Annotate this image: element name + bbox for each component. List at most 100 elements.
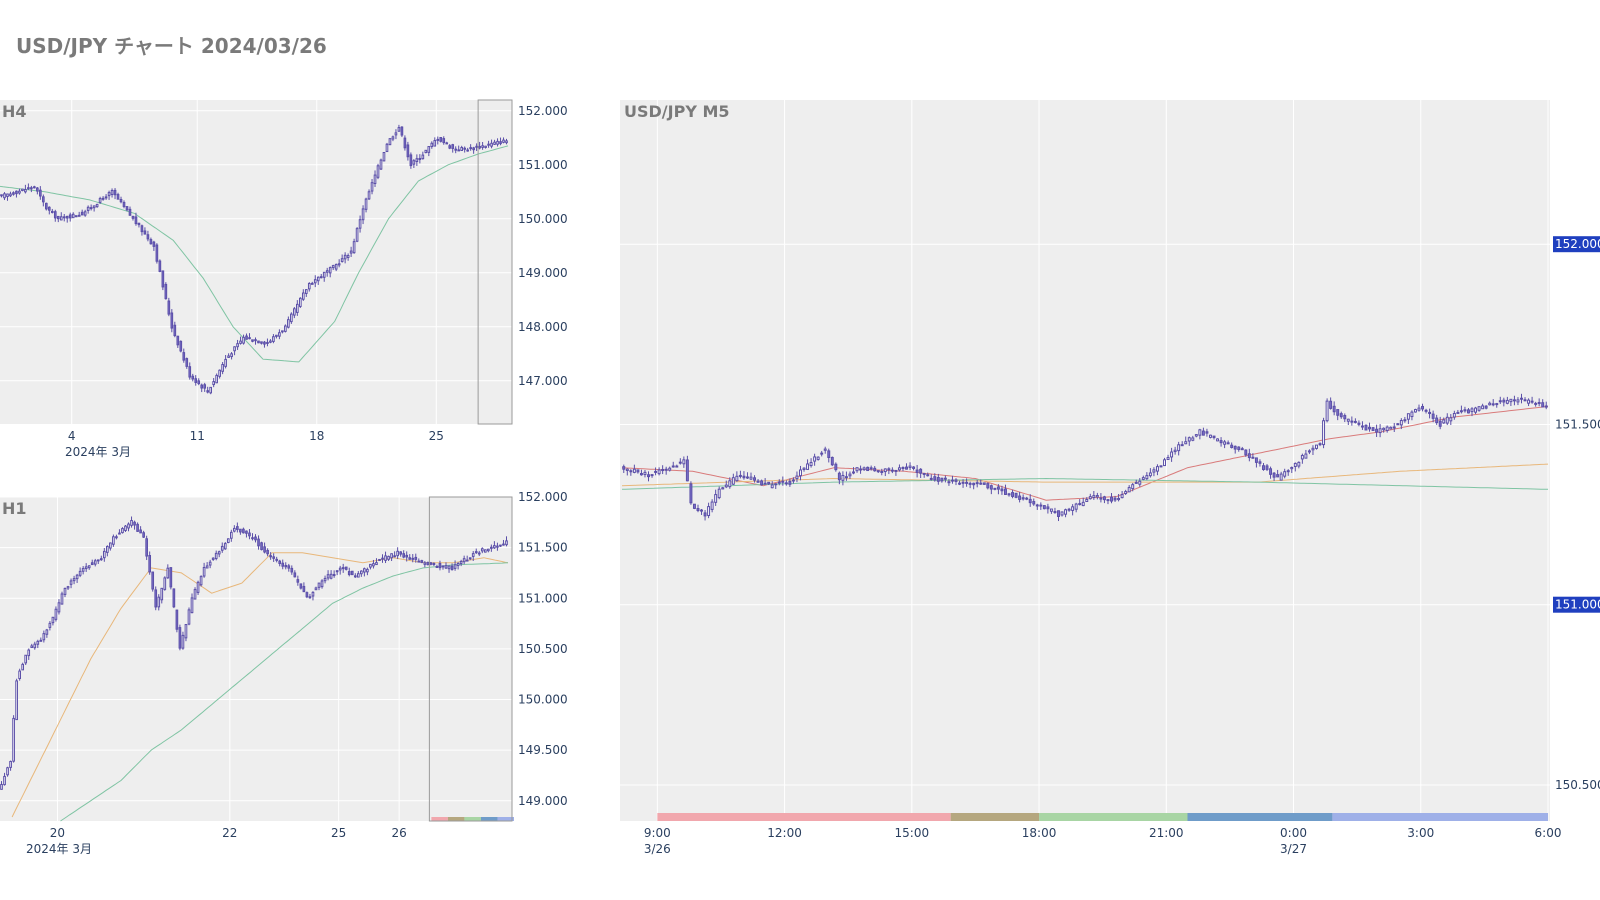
candle [1375,424,1379,437]
candle [442,136,446,145]
tick-label-x: 12:00 [767,826,802,840]
candle [90,559,94,566]
candle [806,459,810,470]
candle-body [671,465,675,468]
candle-body [1484,405,1488,409]
candle [45,628,49,638]
candle [1187,436,1191,446]
candle [883,468,887,477]
candle [426,561,430,566]
candle-body [366,568,369,573]
candle-body [481,145,484,148]
candle [487,140,490,148]
tick-label-y: 150.500 [518,642,568,656]
candle [781,476,785,486]
candle-body [399,551,402,555]
candle [1392,422,1396,432]
candle [1018,492,1022,503]
candle [275,556,279,563]
candle-body [54,608,58,620]
tick-label-x: 6:00 [1535,826,1562,840]
candle-body [457,149,461,152]
candle-body [406,144,410,158]
candle [933,473,937,482]
candle [1286,469,1290,476]
candle [218,369,221,379]
candle [1085,497,1089,503]
moving-average-line [0,145,509,363]
candle-body [707,506,711,517]
candle-body [1375,428,1379,433]
candle-body [961,481,965,484]
candle [390,553,393,561]
candle-body [1021,497,1025,500]
candle [101,196,105,201]
candle [106,545,109,557]
session-bar [464,817,481,821]
candle [146,230,150,242]
candle-body [1191,437,1195,441]
candle-body [140,225,144,233]
candle [451,143,455,153]
candle [1445,413,1449,426]
candle-body [281,330,284,333]
candle [1467,408,1470,414]
candle-body [269,340,272,343]
candle-body [496,545,499,548]
candle [1265,464,1269,472]
candle [229,529,233,542]
candle-body [322,271,326,278]
candle-body [472,147,475,151]
candle-body [355,228,359,242]
series-h4 [0,99,513,425]
candle [196,580,200,595]
candle [643,470,647,478]
candle [738,470,742,479]
candle [1134,479,1138,484]
candle [317,582,321,591]
candle [1170,447,1174,462]
candle [149,237,153,245]
candle-body [1244,449,1248,456]
candle-body [940,477,944,482]
candle [343,252,347,264]
candle [130,516,133,528]
candle [155,243,159,264]
candle-body [266,549,269,555]
candle [269,552,272,560]
candle-body [409,154,413,167]
candle-body [263,341,266,345]
candle [447,565,451,573]
candle-body [57,602,61,613]
candle [72,575,76,585]
candle-body [172,588,176,608]
candle [636,469,640,474]
candle-body [855,467,859,472]
candle [133,520,136,530]
candle-body [50,210,54,213]
candle [1417,404,1421,412]
candle-body [958,482,962,485]
candle [1527,398,1531,407]
tick-label-x: 18:00 [1022,826,1057,840]
candle [714,489,718,506]
candle-body [319,276,323,279]
candle [862,466,866,471]
candle [71,212,75,219]
candle [30,185,33,193]
candle [269,339,272,344]
candle-body [87,565,91,569]
candle [281,330,284,334]
candle-body [1028,498,1032,504]
candle-body [1265,465,1269,470]
candle [441,565,445,570]
candle [21,188,24,192]
candle [1283,468,1287,479]
candle [1141,475,1145,481]
candle-body [1445,416,1449,424]
candle [929,474,933,481]
candle [1428,408,1432,419]
tick-label-y: 151.000 [518,591,568,605]
candle-body [384,555,387,561]
candle-body [788,480,792,485]
